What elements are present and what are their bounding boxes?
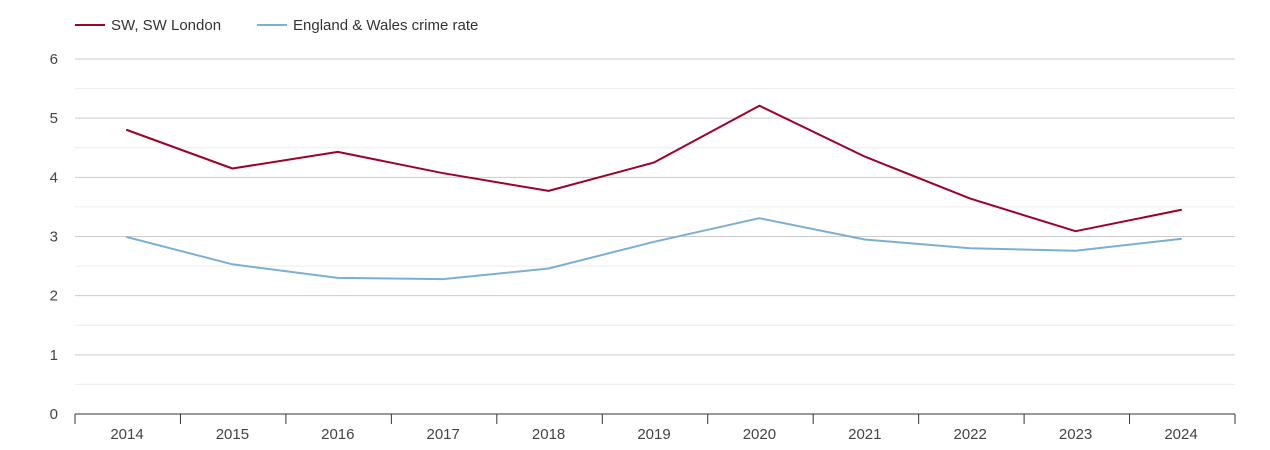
x-tick-label: 2019 <box>637 426 670 443</box>
y-tick-label: 6 <box>50 51 58 68</box>
x-tick-label: 2016 <box>321 426 354 443</box>
x-tick-label: 2022 <box>954 426 987 443</box>
x-tick-label: 2017 <box>427 426 460 443</box>
y-tick-label: 2 <box>50 288 58 305</box>
y-tick-label: 1 <box>50 347 58 364</box>
x-tick-label: 2023 <box>1059 426 1092 443</box>
y-tick-label: 3 <box>50 229 58 246</box>
series-line-1 <box>126 217 1182 281</box>
y-tick-label: 5 <box>50 110 58 127</box>
y-axis-ticks: 0 1 2 3 4 5 6 <box>50 51 58 423</box>
x-tick-label: 2014 <box>110 426 143 443</box>
y-tick-label: 4 <box>50 169 58 186</box>
x-tick-label: 2018 <box>532 426 565 443</box>
series-lines <box>126 104 1182 281</box>
legend: SW, SW London England & Wales crime rate <box>75 17 478 34</box>
x-tick-label: 2024 <box>1164 426 1197 443</box>
x-axis-ticks: 2014 2015 2016 2017 2018 2019 2020 2021 2022 2023… <box>74 414 1236 443</box>
x-tick-label: 2021 <box>848 426 881 443</box>
legend-label-england-wales: England & Wales crime rate <box>293 17 478 34</box>
gridlines <box>75 58 1235 385</box>
x-tick-label: 2020 <box>743 426 776 443</box>
y-tick-label: 0 <box>50 406 58 423</box>
series-line-0 <box>126 104 1182 233</box>
x-tick-label: 2015 <box>216 426 249 443</box>
legend-label-sw-london: SW, SW London <box>111 17 221 34</box>
